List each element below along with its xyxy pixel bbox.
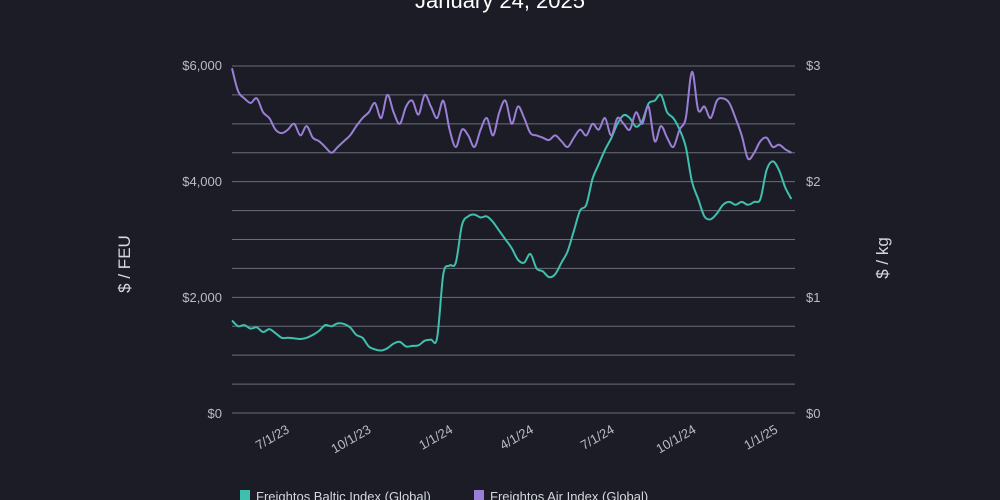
legend-swatch-fbx xyxy=(240,490,250,500)
legend-label-fax: Freightos Air Index (Global) xyxy=(490,489,648,500)
series-line-fbx xyxy=(231,93,793,352)
legend-label-fbx: Freightos Baltic Index (Global) xyxy=(256,489,431,500)
y-axis-left-ticks: $0 $2,000 $4,000 $6,000 xyxy=(182,58,222,421)
x-tick-label: 1/1/24 xyxy=(416,422,455,453)
y-tick-left-3: $6,000 xyxy=(182,58,222,73)
y-tick-right-0: $0 xyxy=(806,406,820,421)
legend-item-fbx[interactable]: Freightos Baltic Index (Global) xyxy=(240,489,431,500)
series-line-fax xyxy=(231,68,792,161)
x-tick-label: 10/1/23 xyxy=(328,422,373,457)
y-tick-left-0: $0 xyxy=(208,406,222,421)
x-tick-label: 1/1/25 xyxy=(741,422,780,453)
x-axis-ticks: 7/1/23 10/1/23 1/1/24 4/1/24 7/1/24 10/1/24 1/… xyxy=(253,422,780,457)
legend: Freightos Baltic Index (Global) Freighto… xyxy=(240,489,648,500)
x-tick-label: 10/1/24 xyxy=(653,422,698,457)
legend-swatch-fax xyxy=(474,490,484,500)
y-tick-left-2: $4,000 xyxy=(182,174,222,189)
legend-item-fax[interactable]: Freightos Air Index (Global) xyxy=(474,489,648,500)
chart-title: January 24, 2025 xyxy=(415,0,585,13)
series-lines xyxy=(231,68,793,352)
y-tick-right-3: $3 xyxy=(806,58,820,73)
y-axis-right-title: $ / kg xyxy=(873,237,892,279)
y-tick-left-1: $2,000 xyxy=(182,290,222,305)
gridlines xyxy=(232,65,795,414)
y-tick-right-2: $2 xyxy=(806,174,820,189)
y-axis-right-ticks: $0 $1 $2 $3 xyxy=(806,58,820,421)
x-tick-label: 7/1/24 xyxy=(578,422,617,453)
y-tick-right-1: $1 xyxy=(806,290,820,305)
y-axis-left-title: $ / FEU xyxy=(115,235,134,293)
x-tick-label: 4/1/24 xyxy=(497,422,536,453)
x-tick-label: 7/1/23 xyxy=(253,422,292,453)
